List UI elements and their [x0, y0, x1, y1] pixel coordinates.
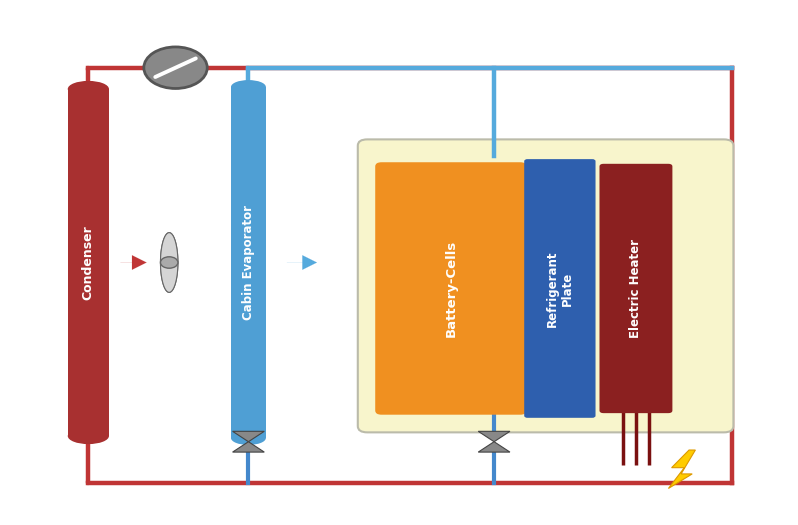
Ellipse shape: [160, 257, 178, 268]
Ellipse shape: [231, 80, 266, 94]
FancyBboxPatch shape: [599, 164, 673, 413]
FancyBboxPatch shape: [358, 140, 733, 433]
Circle shape: [144, 47, 207, 89]
Polygon shape: [160, 233, 178, 292]
FancyBboxPatch shape: [524, 159, 595, 418]
Ellipse shape: [68, 428, 109, 444]
Polygon shape: [232, 442, 264, 452]
FancyBboxPatch shape: [375, 162, 527, 415]
Text: Electric Heater: Electric Heater: [630, 239, 642, 338]
FancyBboxPatch shape: [68, 89, 109, 436]
Text: Cabin Evaporator: Cabin Evaporator: [242, 205, 255, 320]
Text: Battery-Cells: Battery-Cells: [444, 240, 457, 337]
Polygon shape: [160, 233, 178, 292]
Ellipse shape: [68, 81, 109, 97]
Polygon shape: [478, 442, 510, 452]
Polygon shape: [669, 450, 695, 488]
Polygon shape: [478, 432, 510, 442]
Ellipse shape: [231, 431, 266, 445]
Text: Refrigerant
Plate: Refrigerant Plate: [546, 250, 574, 327]
Text: Condenser: Condenser: [82, 225, 95, 300]
Polygon shape: [232, 432, 264, 442]
FancyBboxPatch shape: [231, 87, 266, 438]
